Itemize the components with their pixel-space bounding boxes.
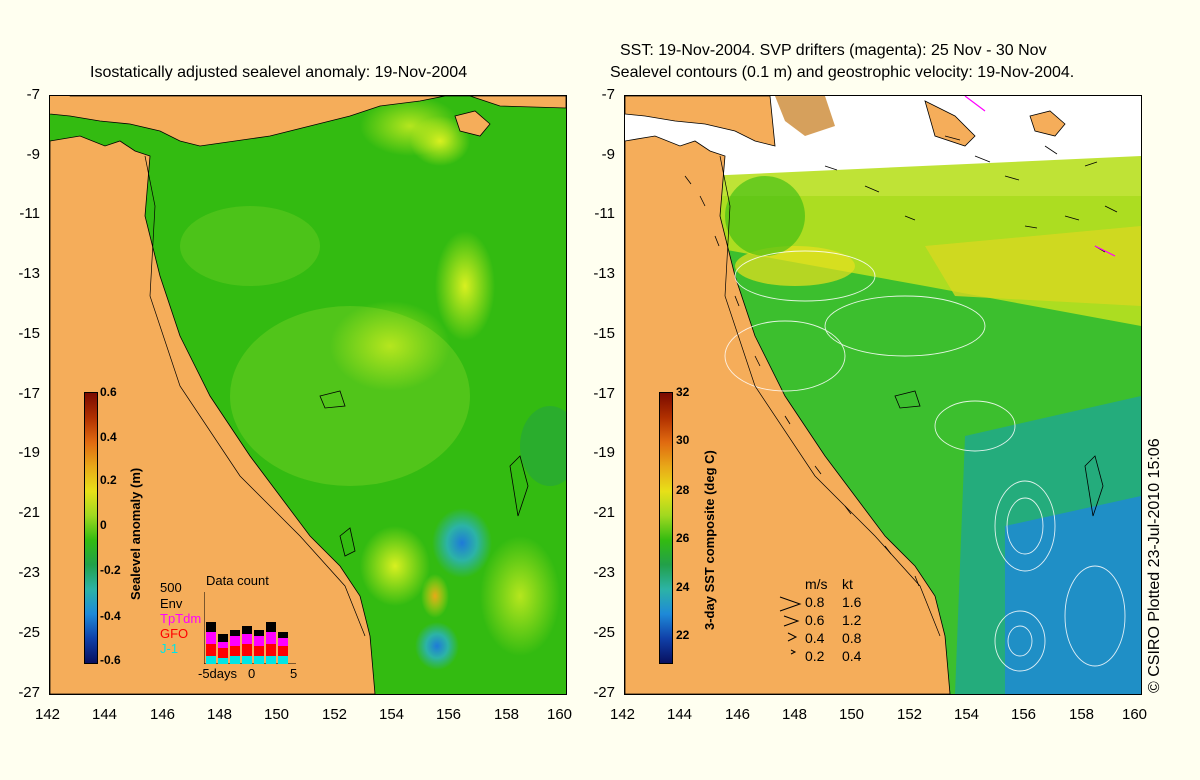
right-ytick: -11 xyxy=(594,205,615,222)
left-xtick: 156 xyxy=(436,706,462,723)
sst-cbar-tick-4: 24 xyxy=(676,580,690,594)
png-land-sst xyxy=(625,96,776,147)
velocity-legend-kt-0: 1.6 xyxy=(842,594,862,610)
sealevel-cbar-tick-0: 0.6 xyxy=(100,385,117,399)
sealevel-cbar-tick-2: 0.2 xyxy=(100,473,117,487)
sst-cbar-tick-0: 32 xyxy=(676,385,690,399)
velocity-legend-ms-3: 0.2 xyxy=(805,648,825,664)
velocity-legend-ms-0: 0.8 xyxy=(805,594,825,610)
right-ytick: -17 xyxy=(593,385,615,402)
right-xtick: 144 xyxy=(667,706,693,723)
right-ytick: -13 xyxy=(593,265,615,282)
sealevel-cbar-tick-6: -0.6 xyxy=(100,653,121,667)
data-count-x-label-end: 5 xyxy=(290,666,298,681)
data-count-histogram xyxy=(204,592,296,664)
right-map-title-line1: SST: 19-Nov-2004. SVP drifters (magenta)… xyxy=(620,42,1047,59)
left-ytick: -9 xyxy=(26,146,40,163)
right-xtick: 152 xyxy=(897,706,923,723)
velocity-legend-kt-3: 0.4 xyxy=(842,648,862,664)
right-xtick: 160 xyxy=(1122,706,1148,723)
left-xtick: 142 xyxy=(35,706,61,723)
right-ytick: -9 xyxy=(601,146,615,163)
left-xtick: 144 xyxy=(92,706,118,723)
left-ytick: -27 xyxy=(18,684,40,701)
sealevel-cbar-tick-4: -0.2 xyxy=(100,563,121,577)
data-count-x-label-start: -5days xyxy=(198,666,238,681)
sst-map-canvas xyxy=(625,96,1141,694)
australia-land xyxy=(50,135,376,694)
velocity-legend-ms-2: 0.4 xyxy=(805,630,825,646)
data-count-max: 500 xyxy=(160,580,182,595)
left-xtick: 158 xyxy=(494,706,520,723)
left-ytick: -19 xyxy=(18,444,40,461)
data-count-x-label-zero: 0 xyxy=(248,666,256,681)
sealevel-cbar-label: Sealevel anomaly (m) xyxy=(128,467,143,600)
right-xtick: 142 xyxy=(610,706,636,723)
right-map-title-line2: Sealevel contours (0.1 m) and geostrophi… xyxy=(610,64,1075,81)
left-ytick: -23 xyxy=(18,564,40,581)
data-count-title: Data count xyxy=(206,573,269,588)
left-ytick: -7 xyxy=(26,86,40,103)
velocity-legend-kt-2: 0.8 xyxy=(842,630,862,646)
left-ytick: -21 xyxy=(18,504,40,521)
right-ytick: -15 xyxy=(593,325,615,342)
sealevel-cbar-tick-3: 0 xyxy=(100,518,107,532)
velocity-legend-kt-1: 1.2 xyxy=(842,612,862,628)
left-ytick: -13 xyxy=(18,265,40,282)
sst-colorbar xyxy=(659,392,673,664)
sst-map xyxy=(624,95,1142,695)
velocity-legend-ms-1: 0.6 xyxy=(805,612,825,628)
sst-cbar-tick-2: 28 xyxy=(676,483,690,497)
sst-cbar-tick-3: 26 xyxy=(676,531,690,545)
left-xtick: 152 xyxy=(322,706,348,723)
left-map-title: Isostatically adjusted sealevel anomaly:… xyxy=(90,64,468,81)
right-ytick: -25 xyxy=(593,624,615,641)
right-xtick: 148 xyxy=(782,706,808,723)
data-count-series-j1: J-1 xyxy=(160,641,179,656)
left-xtick: 150 xyxy=(264,706,290,723)
sst-cbar-tick-1: 30 xyxy=(676,433,690,447)
sealevel-cbar-tick-5: -0.4 xyxy=(100,609,121,623)
right-xtick: 146 xyxy=(725,706,751,723)
right-xtick: 154 xyxy=(954,706,980,723)
sealevel-map-canvas xyxy=(50,96,566,694)
sst-cbar-label: 3-day SST composite (deg C) xyxy=(702,450,717,630)
data-count-series-gfo: GFO xyxy=(160,626,189,641)
sealevel-colorbar xyxy=(84,392,98,664)
australia-land-sst xyxy=(625,135,951,694)
velocity-legend-arrows xyxy=(779,596,802,655)
right-ytick: -21 xyxy=(593,504,615,521)
copyright-label: © CSIRO Plotted 23-Jul-2010 15:06 xyxy=(1146,438,1163,693)
right-ytick: -27 xyxy=(593,684,615,701)
sealevel-anomaly-map xyxy=(49,95,567,695)
left-xtick: 146 xyxy=(150,706,176,723)
right-ytick: -7 xyxy=(601,86,615,103)
left-ytick: -15 xyxy=(18,325,40,342)
right-ytick: -19 xyxy=(593,444,615,461)
data-count-series-tptdm: TpTdm xyxy=(160,611,202,626)
data-count-series-env: Env xyxy=(160,596,183,611)
left-ytick: -25 xyxy=(18,624,40,641)
left-xtick: 148 xyxy=(207,706,233,723)
right-xtick: 156 xyxy=(1011,706,1037,723)
sealevel-cbar-tick-1: 0.4 xyxy=(100,430,117,444)
left-xtick: 154 xyxy=(379,706,405,723)
right-ytick: -23 xyxy=(593,564,615,581)
png-land xyxy=(50,96,566,147)
left-ytick: -17 xyxy=(18,385,40,402)
sst-cbar-tick-5: 22 xyxy=(676,628,690,642)
left-xtick: 160 xyxy=(547,706,573,723)
right-xtick: 158 xyxy=(1069,706,1095,723)
left-ytick: -11 xyxy=(19,205,40,222)
velocity-legend-header-kt: kt xyxy=(842,576,853,592)
velocity-legend-header-ms: m/s xyxy=(805,576,828,592)
right-xtick: 150 xyxy=(839,706,865,723)
